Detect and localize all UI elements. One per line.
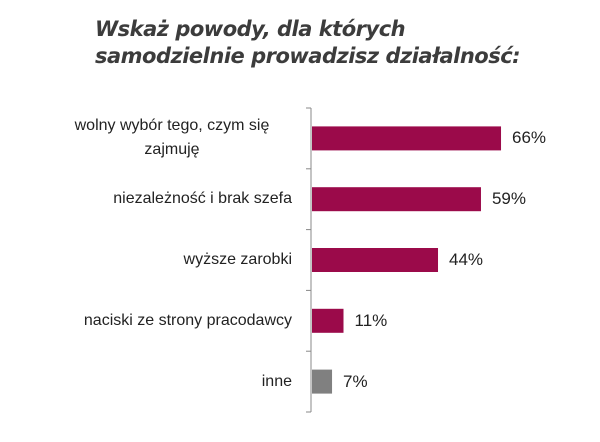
value-label: 7% bbox=[343, 371, 368, 391]
category-label: wolny wybór tego, czym się zajmuję bbox=[74, 117, 270, 159]
value-label: 11% bbox=[354, 310, 388, 330]
category-label: inne bbox=[261, 372, 292, 390]
bar bbox=[312, 187, 481, 212]
category-label: wyższe zarobki bbox=[183, 251, 292, 268]
category-label: naciski ze strony pracodawcy bbox=[83, 311, 292, 329]
value-label: 59% bbox=[491, 189, 526, 209]
bar bbox=[312, 369, 333, 394]
chart-title: Wskaż powody, dla których samodzielnie p… bbox=[95, 17, 521, 68]
bar bbox=[312, 248, 439, 272]
bar bbox=[312, 308, 344, 333]
value-label: 44% bbox=[449, 250, 484, 269]
value-label: 66% bbox=[512, 128, 547, 148]
category-label: niezależność i brak szefa bbox=[113, 190, 292, 208]
bar bbox=[312, 126, 502, 151]
